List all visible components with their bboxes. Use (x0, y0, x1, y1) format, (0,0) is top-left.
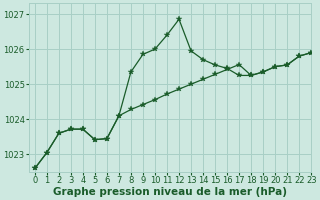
X-axis label: Graphe pression niveau de la mer (hPa): Graphe pression niveau de la mer (hPa) (53, 187, 287, 197)
